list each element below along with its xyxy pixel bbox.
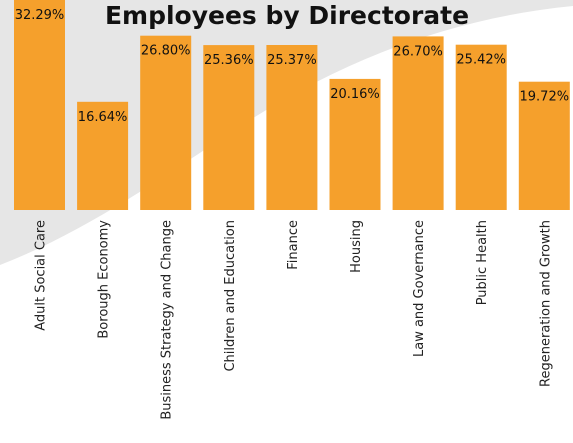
bar [140,35,192,211]
chart-title: Employees by Directorate [105,1,469,30]
data-label: 26.70% [393,44,443,59]
x-tick-label: Law and Governance [412,220,427,357]
x-tick-labels-layer: Adult Social Care Borough Economy Business… [34,220,554,420]
bar [455,44,507,211]
x-tick-label: Finance [286,220,301,270]
bars-layer [14,0,570,211]
x-tick-label: Housing [349,220,364,273]
bar [392,36,444,211]
x-tick-label: Regeneration and Growth [538,220,553,387]
data-label: 25.36% [204,53,254,68]
x-tick-label: Public Health [475,220,490,305]
data-label: 32.29% [15,8,65,23]
bar [14,0,65,210]
data-label: 26.80% [141,44,191,59]
bar [77,101,129,210]
x-tick-label: Borough Economy [97,220,112,339]
x-tick-label: Children and Education [223,220,238,372]
data-label: 19.72% [520,90,570,105]
bar [518,81,570,210]
x-tick-label: Business Strategy and Change [160,220,175,420]
data-label: 20.16% [330,87,380,102]
data-label: 25.42% [456,53,506,68]
x-tick-label: Adult Social Care [34,220,49,331]
data-label: 25.37% [267,53,317,68]
bar [329,78,381,211]
bar [266,45,318,210]
data-label: 16.64% [78,110,128,125]
bar [203,45,255,210]
bar-labels-layer: 32.29% 16.64% 26.80% 25.36% 25.37% 20.16% 26.7… [15,8,569,125]
